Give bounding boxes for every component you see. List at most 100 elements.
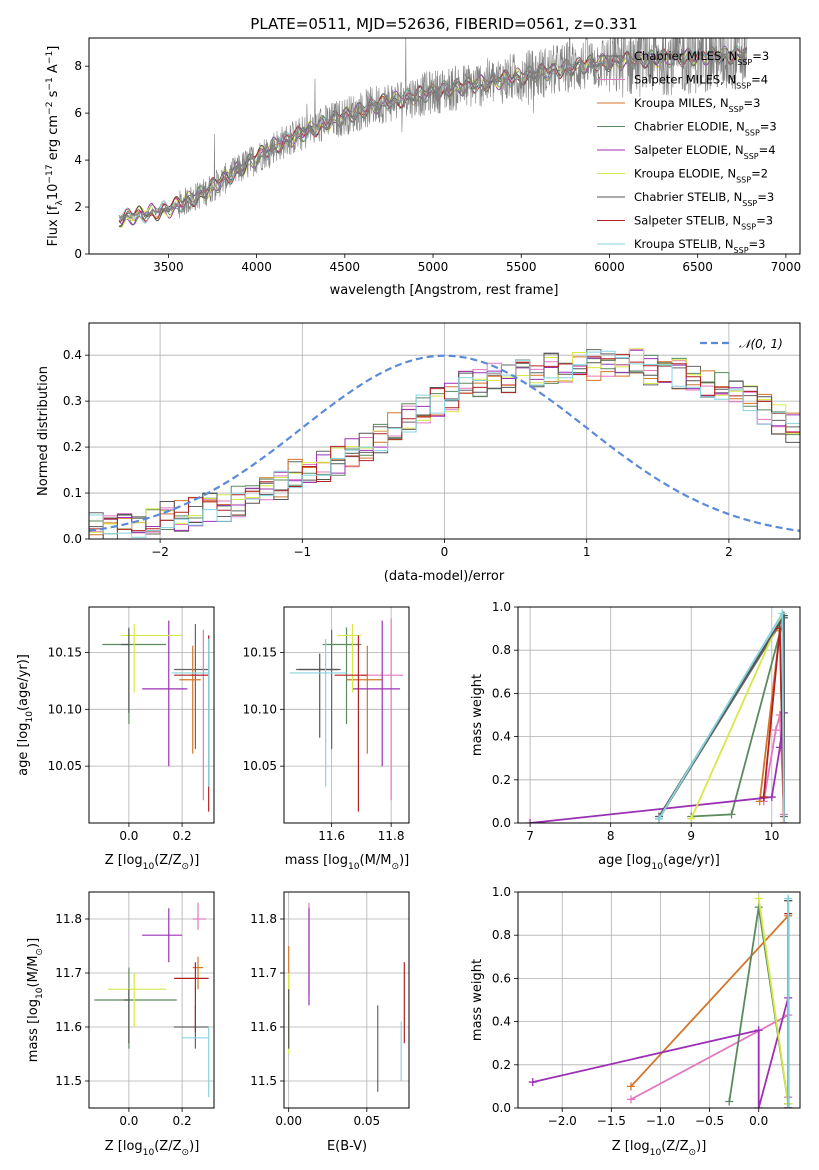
y-tick-label: 11.7	[55, 966, 82, 980]
mass-weight-marker	[655, 814, 663, 823]
axes-mass-age: 11.6 11.8 10.05 10.10 10.15 mass [log10(M/M⊙)…	[243, 606, 410, 872]
z-age-x-label-part: Z [log	[105, 853, 143, 868]
mass-weight-marker	[778, 609, 787, 618]
x-tick-label: 0.05	[353, 1114, 380, 1128]
mw-z-x-label-part: (Z/Z	[661, 1139, 688, 1154]
legend-text: =4	[759, 143, 776, 157]
legend-sub: SSP	[737, 58, 752, 67]
mass-weight-marker	[771, 726, 780, 735]
y-tick-label: 0.4	[492, 1015, 511, 1029]
x-tick-label: 0.0	[119, 829, 138, 843]
spectrum-y-label-part: −2	[45, 102, 55, 115]
legend-sub: SSP	[736, 81, 751, 90]
y-tick-label: 10.15	[48, 645, 82, 659]
z-mass-x-label: Z [log10(Z/Z⊙)]	[105, 1139, 200, 1158]
z-age-y-label-part: 10	[25, 711, 35, 723]
z-mass-y-label-part: mass [log	[26, 999, 41, 1062]
legend-sub: SSP	[744, 152, 759, 161]
y-tick-label: 0.4	[63, 348, 82, 362]
legend-text: Salpeter STELIB, N	[634, 214, 741, 228]
legend-entry: Kroupa STELIB, NSSP=3	[634, 237, 765, 255]
x-tick-label: 0.0	[119, 1114, 138, 1128]
x-tick-label: −2.0	[548, 1114, 577, 1128]
axes-spectrum: 3500 4000 4500 5000 5500 6000 6500 7000 0 2 4 6 8 Cha…	[45, 37, 802, 298]
x-tick-label: 7000	[771, 260, 802, 274]
mass-weight-marker	[767, 793, 776, 802]
x-tick-label: 4000	[241, 260, 272, 274]
frame-mw-z: −2.0 −1.5 −1.0 −0.5 0.0 0.0 0.2 0.4 0.6 0.8 1.0 Z […	[470, 885, 801, 1158]
y-tick-label: 10.05	[48, 759, 82, 773]
axes-mw-z: −2.0 −1.5 −1.0 −0.5 0.0 0.0 0.2 0.4 0.6 0.8 1.0 Z […	[470, 885, 801, 1158]
mw-age-y-label: mass weight	[470, 674, 485, 756]
y-tick-label: 8	[74, 59, 82, 73]
normal-curve-line	[89, 354, 800, 532]
mass-age-x-label-part: mass [log	[285, 853, 348, 868]
frame-spectrum: 3500 4000 4500 5000 5500 6000 6500 7000 0 2 4 6 8 Cha…	[45, 37, 802, 298]
mass-age-x-label-part: 10	[348, 862, 360, 872]
legend-text: Salpeter MILES, N	[634, 73, 736, 87]
legend-entry: Salpeter ELODIE, NSSP=4	[634, 143, 776, 161]
legend-sub: SSP	[745, 128, 760, 137]
x-tick-label: −0.5	[695, 1114, 724, 1128]
legend-entry: Chabrier MILES, NSSP=3	[634, 49, 769, 67]
mass-weight-line	[530, 712, 785, 823]
z-mass-x-label-part: ⊙	[182, 1148, 190, 1158]
spectrum-y-label-part: −1	[45, 77, 55, 90]
x-tick-label: −2	[151, 545, 169, 559]
y-tick-label: 0.2	[492, 773, 511, 787]
z-age-x-label-part: 10	[143, 862, 155, 872]
legend-text: Salpeter ELODIE, N	[634, 143, 744, 157]
legend-text: =3	[757, 190, 774, 204]
y-tick-label: 0.3	[63, 394, 82, 408]
mass-age-x-label-part: (M/M	[360, 853, 392, 868]
y-tick-label: 11.6	[55, 1020, 82, 1034]
x-tick-label: 8	[607, 829, 615, 843]
z-mass-y-label-part: ⊙	[35, 948, 45, 956]
y-tick-label: 10.10	[243, 702, 277, 716]
y-tick-label: 0.4	[492, 730, 511, 744]
residual-histogram-line	[89, 356, 800, 536]
plot-area-mw-age	[526, 609, 788, 823]
x-tick-label: 5500	[506, 260, 537, 274]
mw-age-x-label-part: (age/yr)]	[663, 853, 720, 868]
y-tick-label: 0.1	[63, 486, 82, 500]
z-age-y-label: age [log10(age/yr)]	[16, 654, 35, 776]
mw-z-y-label: mass weight	[470, 959, 485, 1041]
mw-z-x-label-part: )]	[696, 1139, 706, 1154]
legend-text: Chabrier MILES, N	[634, 49, 737, 63]
mass-weight-marker	[784, 894, 793, 903]
spectrum-x-label: wavelength [Angstrom, rest frame]	[330, 283, 559, 298]
x-tick-label: 0	[441, 545, 449, 559]
mass-age-x-label: mass [log10(M/M⊙)]	[285, 853, 409, 872]
y-tick-label: 0.2	[63, 440, 82, 454]
y-tick-label: 11.8	[250, 912, 277, 926]
residual-y-label: Normed distribution	[36, 366, 51, 496]
y-tick-label: 4	[74, 153, 82, 167]
mass-weight-line	[532, 997, 790, 1108]
axes-residual: −2 −1 0 1 2 0.0 0.1 0.2 0.3 0.4 𝒩(0, 1) (data-model…	[36, 322, 801, 584]
legend-sub: SSP	[741, 222, 756, 231]
residual-histogram-line	[89, 348, 800, 533]
data-spectrum-line	[118, 38, 748, 221]
mass-weight-line	[690, 613, 784, 820]
legend-sub: SSP	[736, 175, 751, 184]
axes-frame	[283, 891, 410, 1109]
x-tick-label: 1	[583, 545, 591, 559]
z-age-x-label-part: (Z/Z	[154, 853, 181, 868]
residual-histogram-line	[89, 350, 800, 538]
plot-area-z-age	[102, 620, 210, 812]
mass-weight-marker	[528, 1078, 537, 1087]
plot-area-z-mass	[94, 902, 210, 1098]
z-mass-y-label-part: (M/M	[26, 956, 41, 988]
x-tick-label: 3500	[153, 260, 184, 274]
legend-text: Kroupa MILES, N	[634, 96, 729, 110]
spectrum-y-label-part: s	[46, 90, 61, 101]
plot-area-mass-age	[289, 618, 404, 812]
mw-age-x-label: age [log10(age/yr)]	[598, 853, 720, 872]
plot-area-ebv-mass	[288, 902, 405, 1092]
y-tick-label: 1.0	[492, 600, 511, 614]
mass-weight-marker	[727, 810, 736, 819]
y-tick-label: 11.7	[250, 966, 277, 980]
frame-z-mass: 0.0 0.211.511.611.711.8Z [log10(Z/Z⊙)]mas…	[26, 891, 215, 1158]
